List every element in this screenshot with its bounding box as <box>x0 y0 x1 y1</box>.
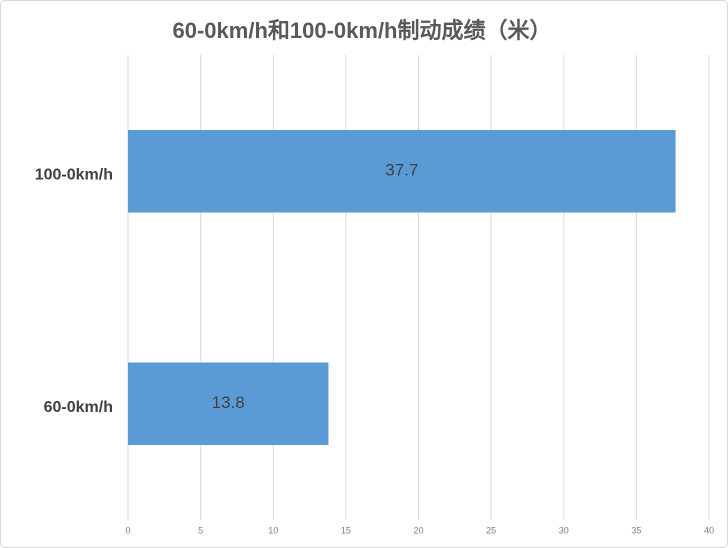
x-tick-label: 0 <box>125 525 130 535</box>
data-label: 37.7 <box>385 161 418 180</box>
bar <box>128 129 676 213</box>
y-tick-label: 60-0km/h <box>44 399 113 416</box>
chart-title: 60-0km/h和100-0km/h制动成绩（米） <box>173 18 552 43</box>
x-tick-label: 30 <box>559 525 569 535</box>
x-tick-label: 25 <box>486 525 496 535</box>
y-tick-label: 100-0km/h <box>35 166 113 183</box>
bar <box>128 362 329 446</box>
x-tick-label: 10 <box>268 525 278 535</box>
x-tick-label: 5 <box>198 525 203 535</box>
x-tick-label: 15 <box>341 525 351 535</box>
x-tick-label: 35 <box>631 525 641 535</box>
x-tick-label: 20 <box>413 525 423 535</box>
x-tick-label: 40 <box>704 525 714 535</box>
data-label: 13.8 <box>212 393 245 412</box>
